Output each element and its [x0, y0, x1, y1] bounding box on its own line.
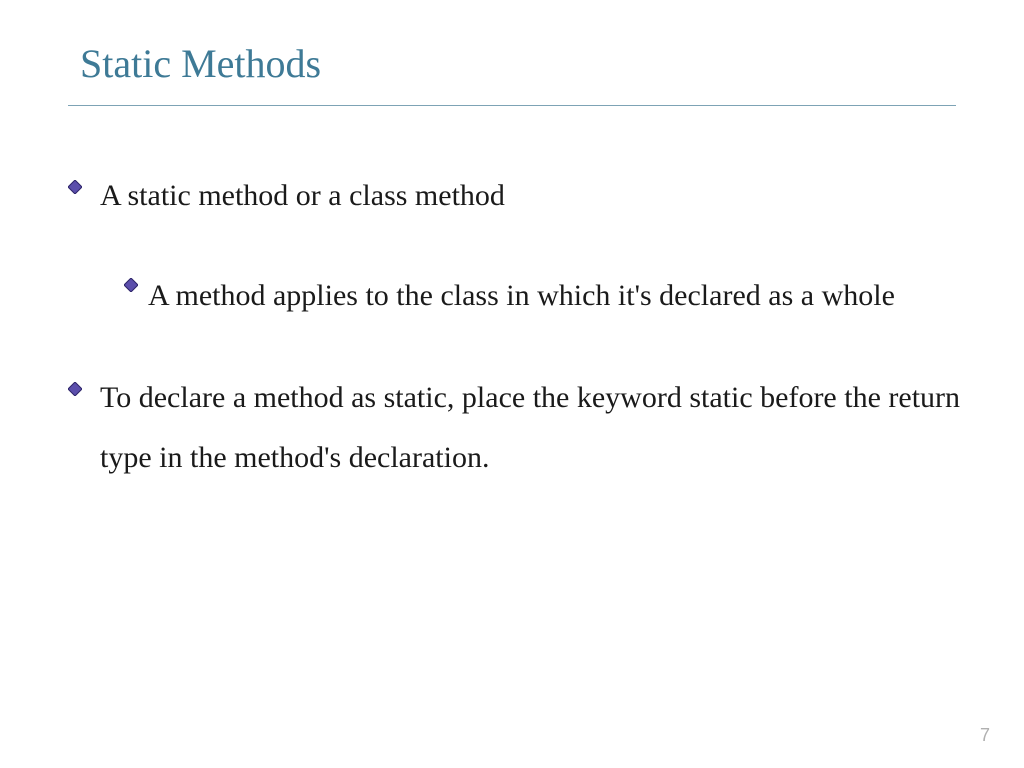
bullet-text: To declare a method as static, place the… [100, 368, 964, 488]
diamond-bullet-icon [124, 278, 138, 292]
title-underline [68, 105, 956, 106]
slide: Static Methods A static method or a clas… [0, 0, 1024, 768]
slide-title: Static Methods [60, 40, 964, 87]
bullet-level1: A static method or a class method [68, 166, 964, 226]
bullet-text: A method applies to the class in which i… [148, 266, 895, 326]
bullet-text: A static method or a class method [100, 166, 505, 226]
diamond-bullet-icon [68, 382, 82, 396]
bullet-list: A static method or a class method A meth… [60, 166, 964, 488]
diamond-bullet-icon [68, 180, 82, 194]
page-number: 7 [980, 725, 990, 746]
bullet-level2: A method applies to the class in which i… [68, 266, 964, 326]
bullet-level1: To declare a method as static, place the… [68, 368, 964, 488]
